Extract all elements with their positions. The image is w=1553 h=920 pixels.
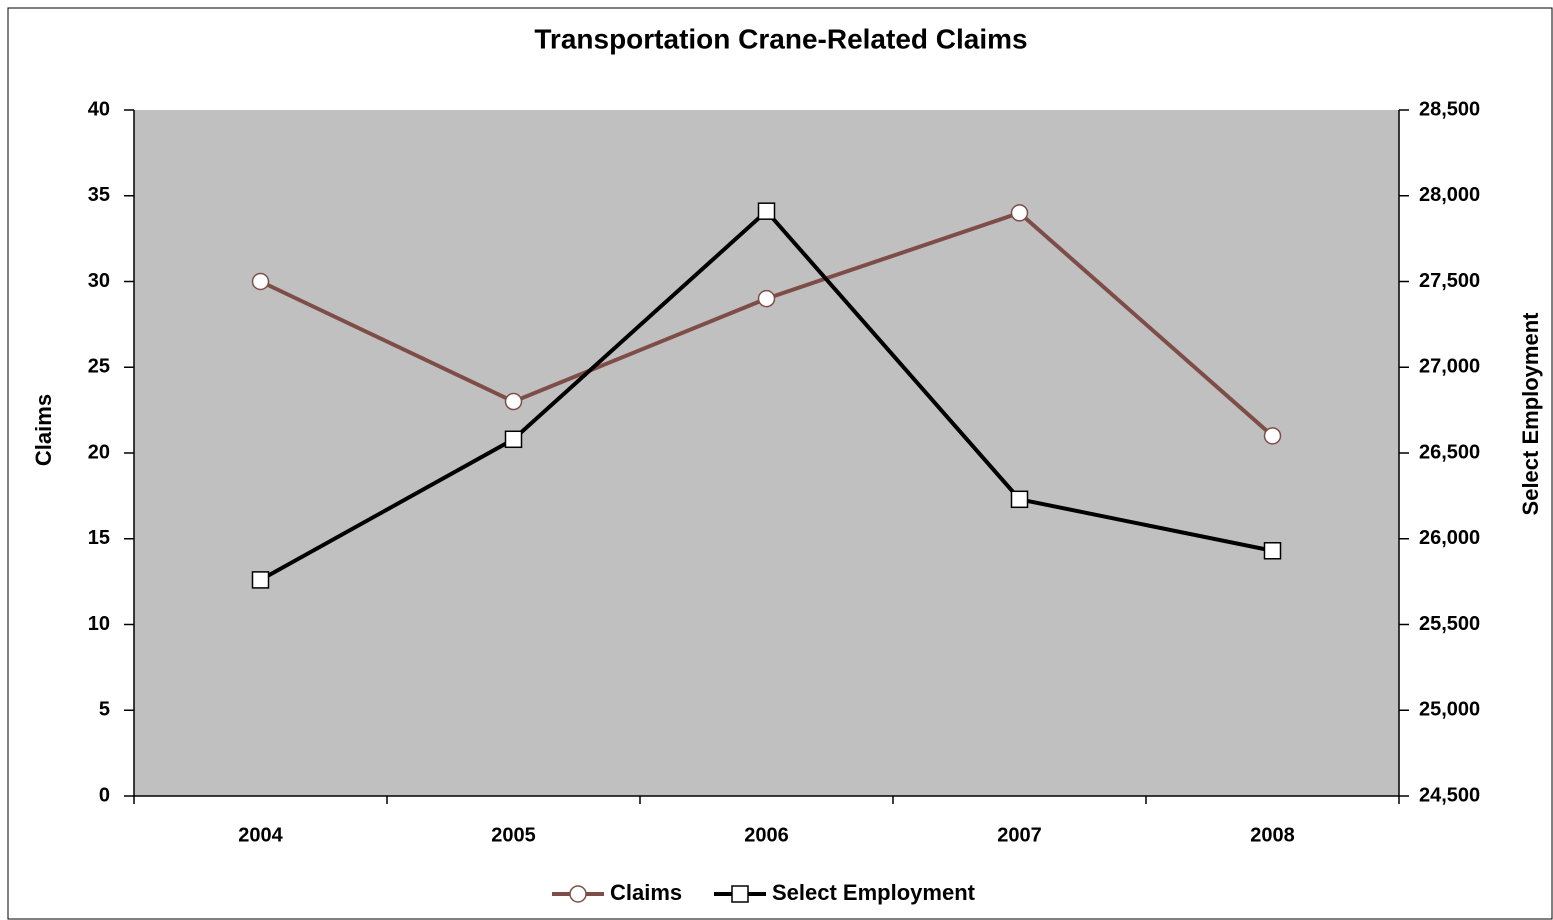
data-point [757,289,776,308]
data-point [757,202,776,220]
x-tick-label: 2007 [997,824,1042,846]
y-tick-label: 20 [88,441,110,463]
x-tick-label: 2006 [744,824,789,846]
data-point [1010,204,1029,222]
data-point [251,272,270,291]
data-point [1263,427,1282,445]
y-tick-label: 25 [88,356,110,378]
y2-tick-label: 28,500 [1419,98,1480,120]
chart-title: Transportation Crane-Related Claims [534,23,1027,54]
y2-tick-label: 24,500 [1419,784,1480,806]
y2-tick-label: 27,000 [1419,356,1480,378]
y2-tick-label: 25,500 [1419,613,1480,635]
y2-axis-title: Select Employment [1518,312,1543,516]
legend-label: Select Employment [772,880,976,905]
data-point [504,392,523,411]
plot-area [134,110,1399,796]
y-tick-label: 10 [88,613,110,635]
legend-label: Claims [610,880,682,905]
y-tick-label: 40 [88,98,110,120]
x-tick-label: 2008 [1250,824,1295,846]
data-point [1263,542,1282,560]
data-point [251,571,270,589]
x-tick-label: 2005 [491,824,536,846]
y-axis-title: Claims [31,394,56,466]
y-tick-label: 5 [99,699,110,721]
y2-tick-label: 26,000 [1419,527,1480,549]
y2-tick-label: 25,000 [1419,699,1480,721]
y2-tick-label: 27,500 [1419,270,1480,292]
y2-tick-label: 28,000 [1419,184,1480,206]
y-tick-label: 15 [88,527,110,549]
data-point [1010,490,1029,509]
y-tick-label: 35 [88,184,110,206]
y-tick-label: 30 [88,270,110,292]
y-tick-label: 0 [99,784,110,806]
x-tick-label: 2004 [238,824,283,846]
y2-tick-label: 26,500 [1419,441,1480,463]
legend-marker [569,885,587,903]
data-point [504,430,523,449]
legend-marker [731,885,749,903]
